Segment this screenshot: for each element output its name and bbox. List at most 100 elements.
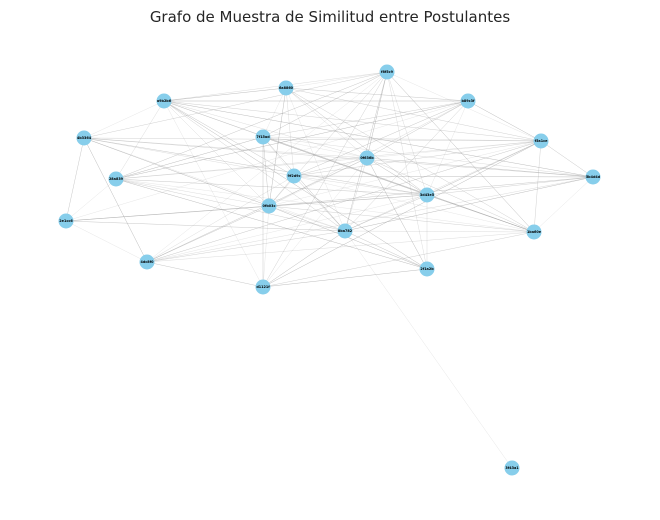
node-circle	[337, 223, 353, 239]
node-label: f5a1ce	[535, 139, 548, 143]
node-label: b89c3f	[462, 99, 476, 103]
node-circle	[139, 254, 155, 270]
edge-n16-n19	[262, 231, 535, 288]
edge-n7-n16	[366, 157, 535, 233]
edge-n10-n12	[293, 175, 428, 196]
graph-node: 3d43e5	[419, 187, 435, 203]
edge-n9-n13	[65, 178, 117, 222]
edge-n6-n11	[262, 136, 594, 178]
edge-n8-n10	[293, 140, 542, 177]
node-label: 3d43e5	[420, 193, 435, 197]
edge-n1-n19	[262, 71, 388, 288]
edge-n8-n17	[146, 140, 542, 263]
graph-node: 4dc8f0	[139, 254, 155, 270]
edge-n3-n8	[163, 100, 542, 142]
graph-node: 0f636b	[359, 150, 375, 166]
node-circle	[533, 133, 549, 149]
edge-n9-n16	[115, 178, 535, 233]
node-label: 9f2d9c	[288, 174, 301, 178]
edge-n8-n16	[533, 140, 542, 233]
node-circle	[419, 261, 435, 277]
node-label: f8f5c9	[381, 70, 394, 74]
edge-n5-n10	[83, 137, 295, 177]
edge-n12-n16	[426, 194, 535, 233]
edge-n7-n9	[115, 157, 368, 180]
edge-n2-n12	[285, 87, 428, 196]
edge-n14-n16	[268, 205, 535, 233]
edge-n2-n14	[268, 87, 287, 207]
node-label: 8ba782	[338, 229, 353, 233]
graph-node: 1ba60e	[526, 224, 542, 240]
edge-n5-n11	[83, 137, 594, 178]
edge-n8-n15	[344, 140, 542, 232]
node-circle	[156, 93, 172, 109]
edge-n5-n7	[83, 137, 368, 159]
edge-n6-n12	[262, 136, 428, 196]
edge-n17-n19	[146, 261, 264, 288]
edge-n6-n7	[262, 136, 368, 159]
graph-title: Grafo de Muestra de Similitud entre Post…	[149, 8, 511, 26]
edge-n3-n11	[163, 100, 594, 178]
edge-n3-n14	[163, 100, 270, 207]
edge-n4-n6	[262, 100, 469, 138]
node-circle	[526, 224, 542, 240]
edge-n5-n17	[83, 137, 148, 263]
node-circle	[419, 187, 435, 203]
node-label: 0f636b	[360, 156, 374, 160]
edge-n4-n10	[293, 100, 469, 177]
node-circle	[359, 150, 375, 166]
edge-n11-n16	[533, 176, 594, 233]
node-circle	[108, 171, 124, 187]
graph-node: d1121f	[255, 279, 271, 295]
edge-n5-n8	[83, 137, 542, 142]
edge-n8-n12	[426, 140, 542, 196]
edge-n14-n17	[146, 205, 270, 263]
edge-n7-n17	[146, 157, 368, 263]
node-label: 4b3364	[77, 136, 92, 140]
node-circle	[504, 460, 520, 476]
graph-node: f5a1ce	[533, 133, 549, 149]
graph-node: 0fb03c	[261, 198, 277, 214]
node-circle	[379, 64, 395, 80]
edge-n13-n17	[65, 220, 148, 263]
edge-n4-n13	[65, 100, 469, 222]
node-label: a9b2b6	[157, 99, 172, 103]
graph-node: 3f43a1	[504, 460, 520, 476]
edge-n1-n2	[285, 71, 388, 89]
edge-n11-n12	[426, 176, 594, 196]
edge-n8-n11	[540, 140, 594, 178]
node-label: 2f1a2b	[420, 267, 434, 271]
edge-n6-n14	[262, 136, 270, 207]
edge-n4-n7	[366, 100, 469, 159]
node-circle	[255, 129, 271, 145]
edge-n13-n15	[65, 220, 346, 232]
edge-n1-n14	[268, 71, 388, 207]
edge-n3-n19	[163, 100, 264, 288]
edge-n3-n18	[163, 100, 428, 270]
graph-node: 9f2d9c	[286, 168, 302, 184]
node-label: 0fb03c	[263, 204, 276, 208]
edge-n7-n19	[262, 157, 368, 288]
edge-n10-n17	[146, 175, 295, 263]
edge-n1-n9	[115, 71, 388, 180]
edge-n2-n4	[285, 87, 469, 102]
node-circle	[76, 130, 92, 146]
edge-n3-n5	[83, 100, 165, 139]
graph-node: 7f15ad	[255, 129, 271, 145]
node-label: 4dc8f0	[141, 260, 155, 264]
edge-n4-n9	[115, 100, 469, 180]
graph-node: 2e1cc6	[58, 213, 74, 229]
edge-n2-n7	[285, 87, 368, 159]
graph-node: a9b2b6	[156, 93, 172, 109]
edge-n3-n9	[115, 100, 165, 180]
edge-n4-n12	[426, 100, 469, 196]
graph-node: 6a8860	[278, 80, 294, 96]
node-label: 1ba60e	[527, 230, 542, 234]
edge-n1-n16	[386, 71, 535, 233]
edge-n9-n14	[115, 178, 270, 207]
nodes-layer: f8f5c9 6a8860 a9b2b6 b89c3f 4b3364 7f15ad 0f63…	[58, 64, 601, 476]
node-label: 28a839	[109, 177, 124, 181]
edges-layer	[65, 71, 594, 469]
edge-n6-n15	[262, 136, 346, 232]
